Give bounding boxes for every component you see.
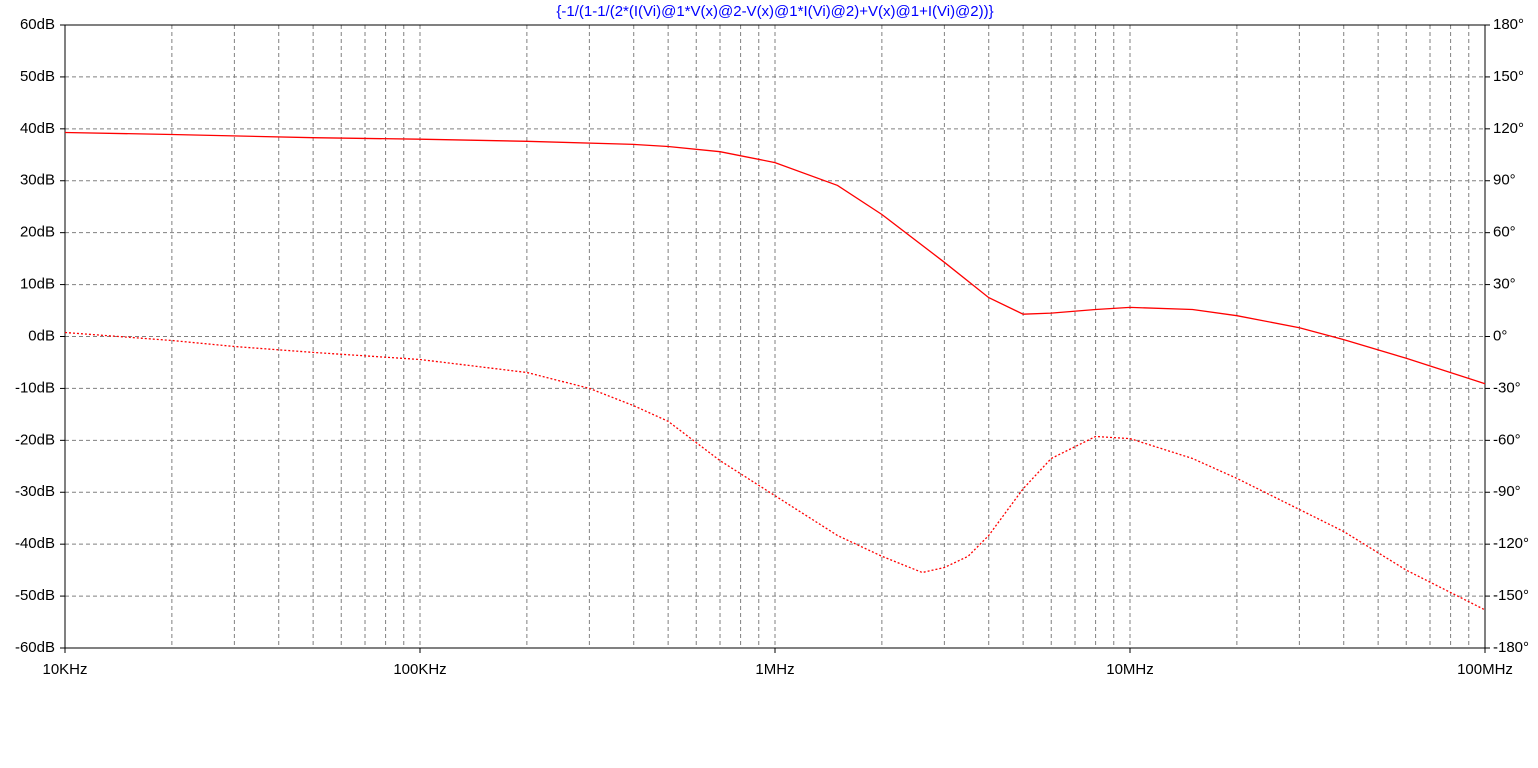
- y-tick-label: 20dB: [20, 224, 55, 241]
- y2-tick-label: -120°: [1493, 535, 1529, 552]
- y2-tick-label: 150°: [1493, 68, 1524, 85]
- y2-tick-label: -180°: [1493, 639, 1529, 656]
- y-tick-label: -30dB: [15, 483, 55, 500]
- y2-tick-label: -60°: [1493, 431, 1521, 448]
- y2-tick-label: -90°: [1493, 483, 1521, 500]
- series-line: [64, 331, 1486, 611]
- y-tick-label: -20dB: [15, 431, 55, 448]
- chart-title: {-1/(1-1/(2*(I(Vi)@1*V(x)@2-V(x)@1*I(Vi)…: [556, 3, 993, 20]
- y2-tick-label: 90°: [1493, 172, 1516, 189]
- y-tick-label: 30dB: [20, 172, 55, 189]
- y-tick-label: 0dB: [28, 327, 55, 344]
- y-tick-label: -50dB: [15, 587, 55, 604]
- y2-tick-label: -30°: [1493, 379, 1521, 396]
- x-tick-label: 100KHz: [393, 661, 446, 678]
- y-tick-label: 10dB: [20, 276, 55, 293]
- y2-tick-label: -150°: [1493, 587, 1529, 604]
- y2-tick-label: 180°: [1493, 16, 1524, 33]
- plot-frame: [64, 24, 1486, 649]
- y-tick-label: -40dB: [15, 535, 55, 552]
- x-tick-label: 1MHz: [755, 661, 794, 678]
- y-tick-label: 50dB: [20, 68, 55, 85]
- y2-tick-label: 30°: [1493, 276, 1516, 293]
- x-tick-label: 100MHz: [1457, 661, 1513, 678]
- y-tick-label: 40dB: [20, 120, 55, 137]
- series-line: [64, 131, 1486, 385]
- y-tick-label: -10dB: [15, 379, 55, 396]
- y2-tick-label: 120°: [1493, 120, 1524, 137]
- y-tick-label: -60dB: [15, 639, 55, 656]
- y2-tick-label: 0°: [1493, 327, 1507, 344]
- x-tick-label: 10MHz: [1106, 661, 1154, 678]
- x-tick-label: 10KHz: [42, 661, 87, 678]
- y2-tick-label: 60°: [1493, 224, 1516, 241]
- y-tick-label: 60dB: [20, 16, 55, 33]
